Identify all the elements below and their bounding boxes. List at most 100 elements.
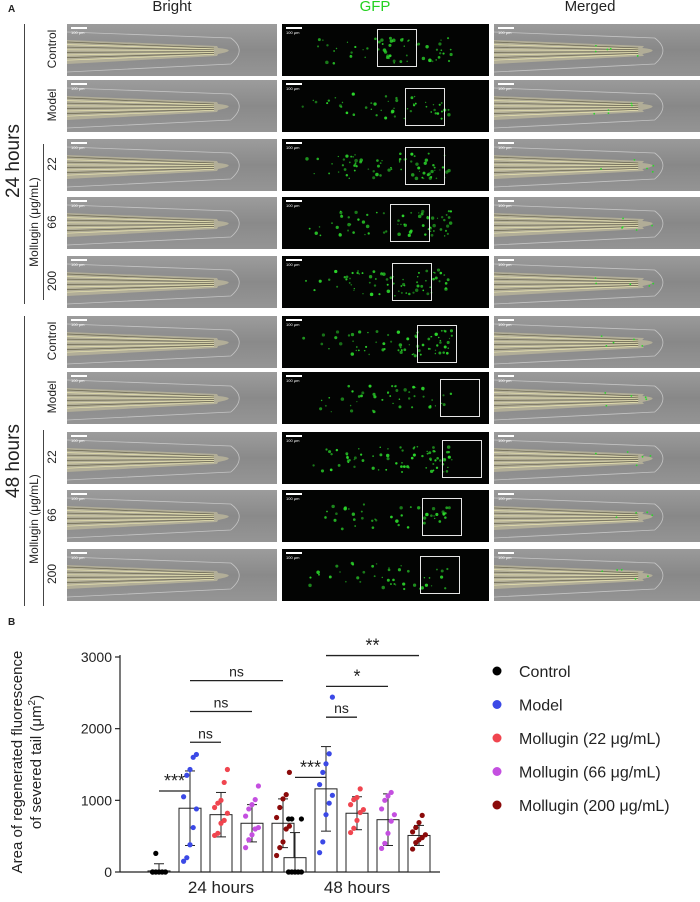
legend-label: Mollugin (66 μg/mL) — [519, 765, 661, 782]
data-point — [317, 850, 323, 856]
row-label-model: Model — [45, 88, 59, 122]
scale-bar-label: 100 μm — [498, 378, 512, 383]
scale-bar-label: 100 μm — [71, 86, 85, 91]
scale-bar-label: 100 μm — [71, 496, 85, 501]
scale-bar — [71, 200, 87, 202]
column-title-gfp: GFP — [359, 0, 391, 15]
row-label-22: 22 — [45, 157, 59, 171]
data-point — [323, 761, 329, 767]
data-point — [153, 850, 159, 856]
data-point — [277, 845, 283, 851]
data-point — [329, 694, 335, 700]
gfp-image-1: 100 μm — [282, 24, 489, 76]
data-point — [326, 751, 332, 757]
bright-image-10: 100 μm — [67, 549, 277, 601]
data-point — [184, 855, 190, 861]
scale-bar-label: 100 μm — [286, 496, 300, 501]
data-point — [181, 794, 187, 800]
data-point — [410, 846, 416, 852]
scale-bar — [286, 259, 302, 261]
significance-label: ** — [365, 636, 379, 656]
row-label-control: Control — [45, 321, 59, 361]
data-point — [150, 869, 156, 875]
merged-image-6: 100 μm — [494, 316, 700, 368]
bright-image-2: 100 μm — [67, 80, 277, 132]
scale-bar — [498, 552, 514, 554]
significance-label: ns — [229, 664, 244, 680]
row-label-22: 22 — [45, 450, 59, 464]
gfp-image-2: 100 μm — [282, 80, 489, 132]
data-point — [379, 806, 385, 812]
data-point — [255, 824, 261, 831]
merged-image-3: 100 μm — [494, 139, 700, 191]
data-point — [218, 797, 224, 803]
scale-bar-label: 100 μm — [498, 555, 512, 560]
scale-bar — [498, 83, 514, 85]
y-tick-label: 3000 — [81, 649, 112, 665]
data-point — [246, 806, 252, 812]
scale-bar — [71, 27, 87, 29]
scale-bar — [71, 319, 87, 321]
data-point — [249, 802, 255, 808]
y-tick-label: 1000 — [81, 792, 112, 808]
data-point — [286, 769, 292, 775]
data-point — [280, 796, 286, 802]
data-point — [212, 804, 218, 811]
scale-bar-label: 100 μm — [71, 262, 85, 267]
data-point — [215, 830, 221, 836]
group-label-48h: 48 hours — [3, 424, 24, 498]
data-point — [162, 869, 168, 875]
scale-bar — [286, 200, 302, 202]
data-point — [329, 792, 335, 798]
legend-label: Control — [519, 664, 571, 681]
data-point — [193, 751, 199, 758]
scale-bar — [498, 435, 514, 437]
merged-image-8: 100 μm — [494, 432, 700, 484]
row-label-control: Control — [45, 29, 59, 69]
scale-bar-label: 100 μm — [71, 378, 85, 383]
scale-bar — [71, 552, 87, 554]
data-point — [354, 794, 360, 801]
data-point — [277, 804, 283, 811]
data-point — [243, 813, 249, 819]
bright-image-8: 100 μm — [67, 432, 277, 484]
column-title-merged: Merged — [564, 0, 616, 15]
data-point — [379, 845, 385, 851]
legend-marker — [492, 700, 502, 709]
row-label-66: 66 — [45, 215, 59, 229]
roi-box — [440, 379, 480, 417]
scale-bar — [71, 259, 87, 261]
data-point — [295, 869, 301, 875]
data-point — [193, 806, 199, 812]
scale-bar — [498, 142, 514, 144]
scale-bar-label: 100 μm — [498, 203, 512, 208]
gfp-image-9: 100 μm — [282, 490, 489, 542]
group-divider-24h — [24, 24, 25, 304]
data-point — [422, 832, 428, 838]
data-point — [252, 797, 258, 803]
gfp-image-5: 100 μm — [282, 256, 489, 308]
scale-bar — [286, 83, 302, 85]
scale-bar — [286, 493, 302, 495]
scale-bar-label: 100 μm — [498, 496, 512, 501]
chart-ylabel-line2: of severed tail (μm2) — [27, 695, 45, 829]
legend-marker — [492, 666, 502, 676]
scale-bar — [286, 319, 302, 321]
significance-label: ns — [214, 694, 229, 710]
treatment-label-48h: Mollugin (μg/mL) — [27, 474, 41, 564]
data-point — [354, 817, 360, 823]
data-point — [391, 812, 397, 818]
scale-bar-label: 100 μm — [498, 262, 512, 267]
data-point — [280, 839, 286, 845]
merged-image-10: 100 μm — [494, 549, 700, 601]
significance-label: *** — [300, 757, 321, 777]
merged-image-9: 100 μm — [494, 490, 700, 542]
scale-bar — [286, 27, 302, 29]
scale-bar-label: 100 μm — [71, 555, 85, 560]
roi-box — [442, 440, 482, 478]
scale-bar-label: 100 μm — [286, 203, 300, 208]
roi-box — [405, 88, 445, 126]
data-point — [385, 793, 391, 799]
data-point — [243, 845, 249, 851]
group-divider-48h — [24, 316, 25, 606]
